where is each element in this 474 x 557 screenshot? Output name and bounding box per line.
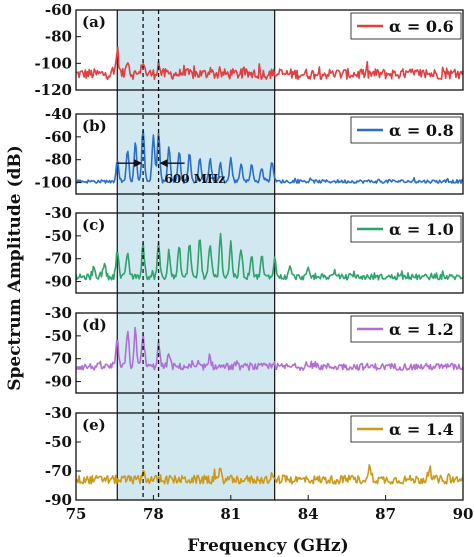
- panel-label-2: (b): [82, 117, 107, 135]
- legend-text-4: α = 1.2: [389, 320, 454, 339]
- x-axis-label: Frequency (GHz): [187, 536, 348, 556]
- series-line-5: [75, 464, 464, 485]
- legend-layer: (a) α = 0.6 (b) α = 0.8 (c) α = 1.0 (d) α = 1.2…: [82, 12, 462, 443]
- y-tick-label: -70: [45, 462, 72, 480]
- y-tick-label: -60: [45, 1, 72, 19]
- annotation-arrow-left-head: [134, 159, 143, 168]
- series-line-1: [75, 46, 464, 81]
- x-tick-label: 78: [143, 505, 164, 523]
- legend-text-3: α = 1.0: [389, 220, 454, 239]
- x-tick-label: 87: [375, 505, 396, 523]
- dashed-lines-layer: [142, 10, 160, 500]
- legend-text-1: α = 0.6: [389, 17, 454, 36]
- x-tick-label: 81: [220, 505, 241, 523]
- panel-frame-2: [75, 113, 464, 195]
- panel-label-3: (c): [82, 216, 105, 234]
- panel-frame-1: [75, 9, 464, 91]
- x-tick-label: 75: [66, 505, 87, 523]
- tick-labels-layer: -60 -80 -100 -120 -40 -60 -80 -100 -30 -50 -70 -90 -…: [34, 1, 473, 523]
- y-tick-label: -50: [45, 433, 72, 451]
- legend-text-5: α = 1.4: [389, 420, 454, 439]
- series-line-4: [75, 326, 464, 371]
- y-tick-label: -70: [45, 250, 72, 268]
- y-tick-label: -30: [45, 404, 72, 422]
- y-tick-label: -90: [45, 491, 72, 509]
- panel-label-1: (a): [82, 13, 106, 31]
- y-tick-label: -30: [45, 204, 72, 222]
- y-tick-label: -70: [45, 350, 72, 368]
- shaded-frequency-band: [117, 10, 275, 500]
- panel-label-5: (e): [82, 416, 106, 434]
- series-layer: [75, 46, 464, 485]
- panel-frame-3: [75, 212, 464, 294]
- y-tick-label: -90: [45, 273, 72, 291]
- panel-label-4: (d): [82, 316, 107, 334]
- panel-frames-layer: [75, 9, 464, 501]
- series-line-3: [75, 232, 464, 281]
- y-tick-label: -40: [45, 105, 72, 123]
- y-axis-label: Spectrum Amplitude (dB): [5, 145, 25, 391]
- annotation-text: 600 MHz: [165, 172, 226, 186]
- panel-frame-5: [75, 412, 464, 501]
- y-tick-label: -80: [45, 28, 72, 46]
- annotation-arrow-right-head: [159, 159, 168, 168]
- y-tick-label: -90: [45, 373, 72, 391]
- y-tick-label: -50: [45, 327, 72, 345]
- y-tick-label: -120: [34, 81, 72, 99]
- y-tick-label: -100: [34, 174, 72, 192]
- annotation-layer: 600 MHz: [117, 159, 225, 186]
- shaded-region-layer: [116, 10, 276, 500]
- y-tick-label: -60: [45, 128, 72, 146]
- x-tick-label: 90: [453, 505, 474, 523]
- y-tick-label: -100: [34, 54, 72, 72]
- x-tick-label: 84: [298, 505, 319, 523]
- panel-frame-4: [75, 312, 464, 394]
- y-tick-label: -80: [45, 151, 72, 169]
- legend-text-2: α = 0.8: [389, 121, 454, 140]
- series-line-2: [75, 129, 464, 184]
- y-tick-label: -30: [45, 304, 72, 322]
- y-tick-label: -50: [45, 227, 72, 245]
